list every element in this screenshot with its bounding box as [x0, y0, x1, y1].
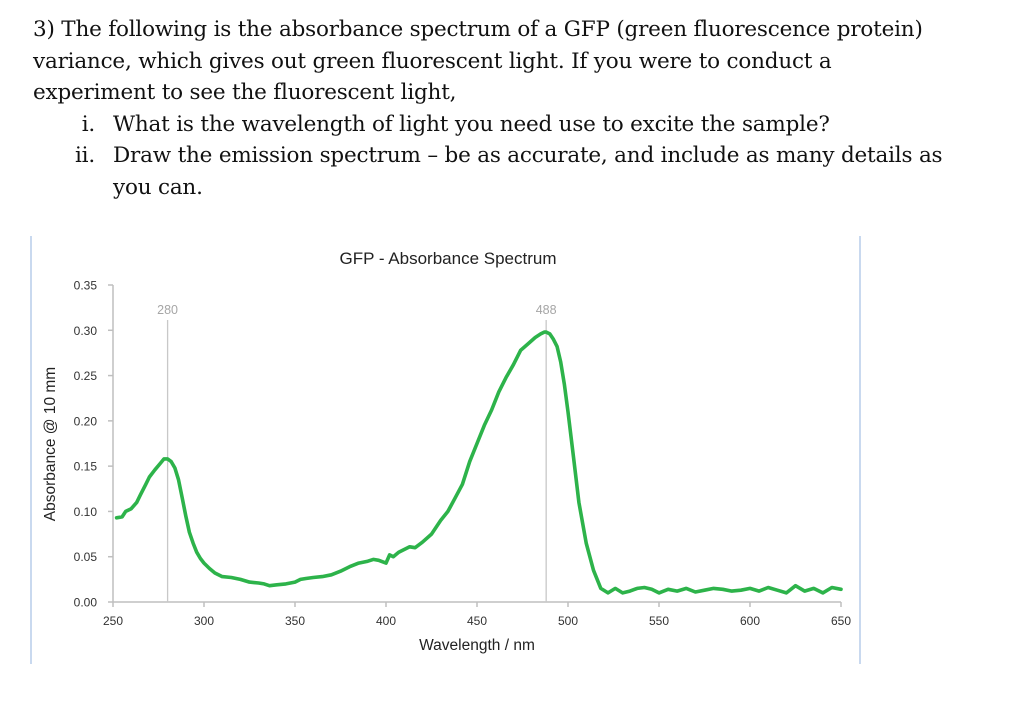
peak-markers: 280 488 [157, 303, 557, 602]
x-tick-label: 400 [376, 614, 396, 628]
question-intro-line-1: 3) The following is the absorbance spect… [33, 17, 923, 42]
question-intro-line-2: variance, which gives out green fluoresc… [33, 48, 832, 74]
y-tick-label: 0.25 [74, 369, 98, 383]
axes: 0.00 0.05 0.10 0.15 0.20 0.25 0.30 0.35 250 300 35… [74, 279, 852, 629]
x-tick-label: 550 [649, 614, 669, 628]
y-tick-label: 0.20 [74, 414, 98, 428]
sub-question-numeral: i. [81, 111, 96, 137]
x-tick-label: 350 [285, 614, 305, 628]
y-axis-label: Absorbance @ 10 mm [42, 367, 59, 521]
y-tick-label: 0.15 [74, 460, 98, 474]
question-intro-line-3: experiment to see the fluorescent light, [33, 80, 457, 105]
x-axis-label: Wavelength / nm [419, 637, 535, 654]
x-tick-label: 650 [831, 614, 851, 628]
y-tick-label: 0.30 [74, 324, 98, 338]
y-tick-label: 0.00 [74, 596, 98, 610]
x-tick-label: 300 [194, 614, 214, 628]
sub-question-i: i. What is the wavelength of light you n… [33, 109, 1013, 141]
x-tick-label: 450 [467, 614, 487, 628]
peak-marker-label: 488 [536, 303, 557, 317]
x-tick-label: 250 [103, 614, 123, 628]
peak-marker-label: 280 [157, 303, 178, 317]
x-tick-label: 600 [740, 614, 760, 628]
chart-title: GFP - Absorbance Spectrum [339, 249, 556, 268]
question-text: 3) The following is the absorbance spect… [33, 14, 1013, 203]
chart-frame [30, 236, 861, 664]
sub-question-numeral: ii. [75, 143, 95, 168]
sub-question-text: What is the wavelength of light you need… [113, 111, 830, 137]
absorbance-series-line [114, 330, 843, 595]
y-tick-label: 0.05 [74, 550, 98, 564]
sub-question-ii: ii. Draw the emission spectrum – be as a… [33, 140, 1013, 203]
y-tick-label: 0.10 [74, 505, 98, 519]
sub-question-text-cont: you can. [113, 174, 203, 200]
y-tick-label: 0.35 [74, 279, 98, 293]
x-tick-label: 500 [558, 614, 578, 628]
sub-question-text: Draw the emission spectrum – be as accur… [113, 143, 943, 168]
